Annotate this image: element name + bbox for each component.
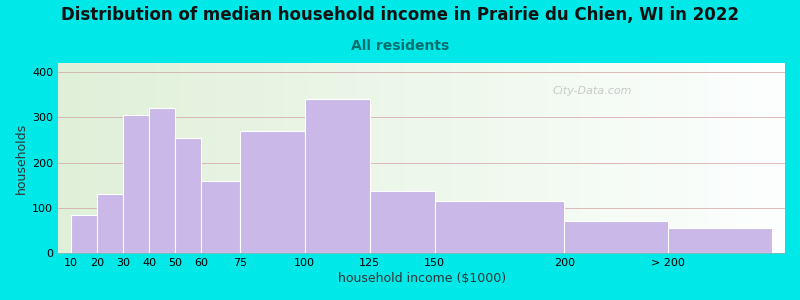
Bar (149, 108, 175, 253)
Bar (240, 131, 305, 253)
Bar (71, 214, 97, 253)
Bar (305, 99, 370, 253)
Bar (201, 181, 240, 253)
X-axis label: household income ($1000): household income ($1000) (338, 272, 506, 285)
Bar (564, 221, 668, 253)
Bar (175, 138, 201, 253)
Bar (668, 228, 772, 253)
Bar (123, 115, 149, 253)
Text: Distribution of median household income in Prairie du Chien, WI in 2022: Distribution of median household income … (61, 6, 739, 24)
Text: All residents: All residents (351, 39, 449, 53)
Text: City-Data.com: City-Data.com (553, 86, 632, 96)
Bar (370, 190, 434, 253)
Bar (97, 194, 123, 253)
Y-axis label: households: households (15, 122, 28, 194)
Bar (434, 201, 564, 253)
